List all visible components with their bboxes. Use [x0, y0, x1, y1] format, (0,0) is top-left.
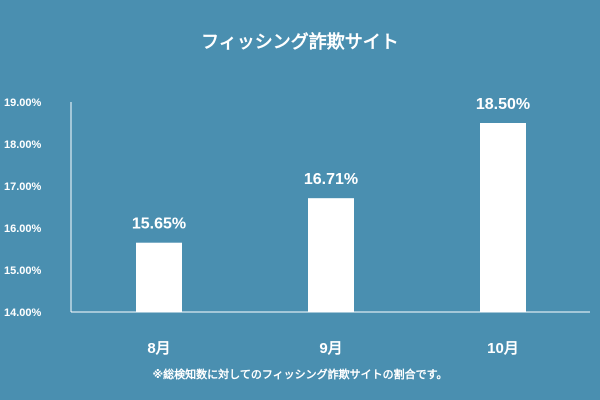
- x-category-label: 8月: [147, 340, 170, 357]
- bars: [136, 123, 526, 312]
- x-axis-categories: 8月 9月 10月: [147, 340, 519, 357]
- footnote: ※総検知数に対してのフィッシング詐欺サイトの割合です。: [152, 367, 447, 381]
- y-tick-label: 19.00%: [4, 97, 42, 109]
- x-category-label: 10月: [487, 340, 519, 357]
- bar-value-label: 16.71%: [304, 171, 358, 188]
- bar-value-label: 15.65%: [132, 216, 186, 233]
- y-tick-label: 14.00%: [4, 307, 42, 319]
- y-tick-label: 16.00%: [4, 223, 42, 235]
- bar: [136, 242, 182, 312]
- x-category-label: 9月: [319, 340, 342, 357]
- bar-value-label: 18.50%: [476, 96, 530, 113]
- chart-title: フィッシング詐欺サイト: [201, 31, 399, 52]
- data-labels: 15.65% 16.71% 18.50%: [132, 96, 530, 233]
- y-tick-label: 15.00%: [4, 265, 42, 277]
- y-tick-label: 18.00%: [4, 139, 42, 151]
- y-axis-ticks: 14.00% 15.00% 16.00% 17.00% 18.00% 19.00%: [4, 97, 42, 319]
- bar: [480, 123, 526, 312]
- y-tick-label: 17.00%: [4, 181, 42, 193]
- bar: [308, 198, 354, 312]
